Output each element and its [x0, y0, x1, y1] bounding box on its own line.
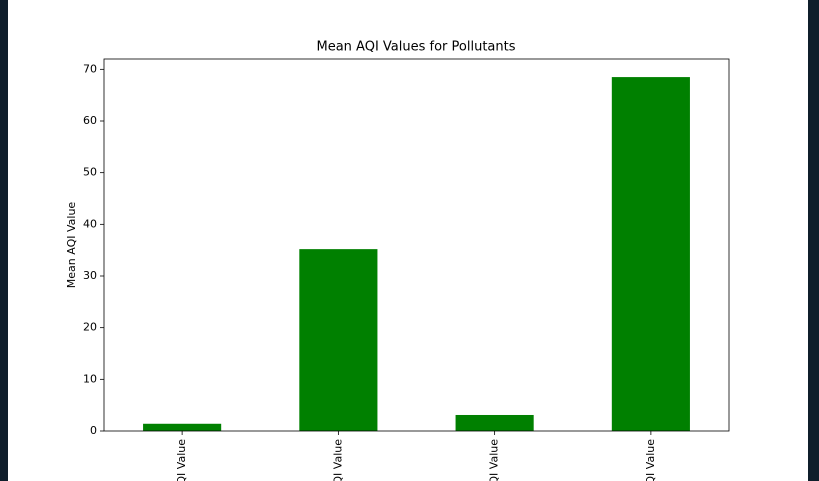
x-tick-label: Ozone AQI Value — [331, 439, 344, 481]
bar — [299, 249, 378, 431]
y-tick-label: 20 — [83, 321, 97, 334]
chart-title: Mean AQI Values for Pollutants — [317, 40, 516, 55]
bar — [455, 414, 534, 431]
y-tick-label: 70 — [83, 62, 97, 75]
x-tick-label: CO AQI Value — [175, 439, 188, 481]
bar — [611, 77, 690, 431]
y-tick-label: 0 — [90, 424, 97, 437]
y-tick-label: 60 — [83, 114, 97, 127]
y-tick-label: 10 — [83, 372, 97, 385]
x-tick-label: NO2 AQI Value — [488, 439, 501, 481]
bar — [143, 423, 222, 431]
y-tick-label: 30 — [83, 269, 97, 282]
plot-frame — [103, 58, 730, 432]
y-axis-label: Mean AQI Value — [65, 202, 78, 289]
y-tick-label: 50 — [83, 166, 97, 179]
x-tick-label: PM2.5 AQI Value — [644, 439, 657, 481]
y-tick-label: 40 — [83, 217, 97, 230]
